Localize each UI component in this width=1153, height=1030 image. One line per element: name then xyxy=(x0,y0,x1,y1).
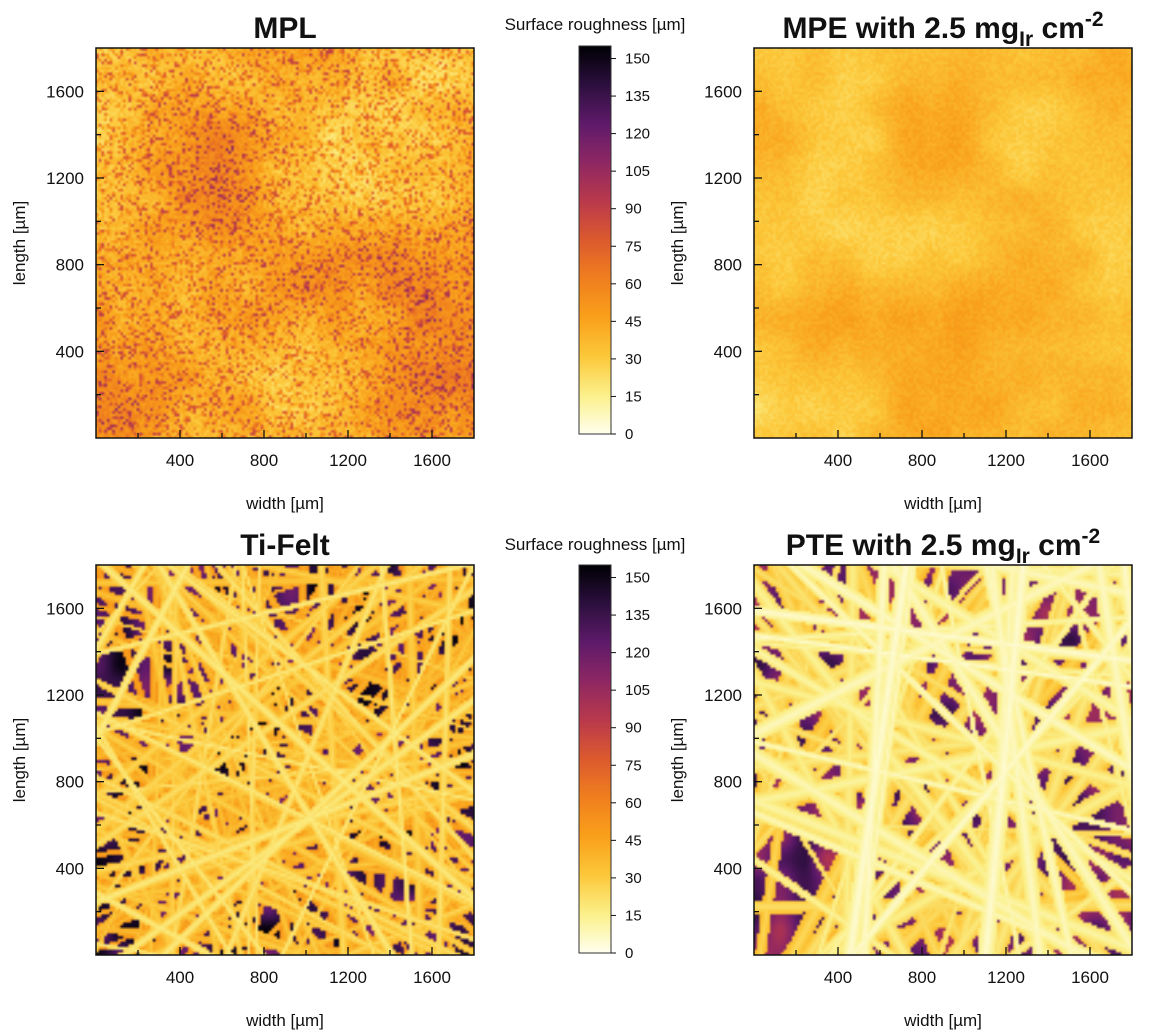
x-tick-label: 800 xyxy=(250,451,278,470)
x-tick-label: 1200 xyxy=(987,968,1025,987)
colorbar-tick-label: 75 xyxy=(625,238,642,255)
x-axis-label: width [µm] xyxy=(245,1011,324,1030)
colorbar-tick-label: 60 xyxy=(625,795,642,812)
colorbar-tick-label: 150 xyxy=(625,51,650,68)
heatmap-image xyxy=(754,565,1132,955)
colorbar-tick-label: 135 xyxy=(625,607,650,624)
x-tick-label: 1600 xyxy=(1071,451,1109,470)
plot-frame xyxy=(95,564,475,956)
y-tick-label: 800 xyxy=(714,773,742,792)
x-tick-label: 800 xyxy=(250,968,278,987)
colorbar-label: Surface roughness [µm] xyxy=(505,535,686,554)
x-tick-label: 1200 xyxy=(329,451,367,470)
x-tick-label: 1600 xyxy=(1071,968,1109,987)
x-axis-label: width [µm] xyxy=(245,494,324,513)
x-tick-label: 800 xyxy=(908,451,936,470)
colorbar-tick-label: 120 xyxy=(625,126,650,143)
colorbar-2: 0 15 30 45 60 75 90 105 120 135 150 Surface roughne… xyxy=(505,535,686,962)
colorbar-1: 0 15 30 45 60 75 90 105 120 135 150 Surface roughne… xyxy=(505,15,686,443)
x-tick-label: 800 xyxy=(908,968,936,987)
plot-frame xyxy=(753,564,1133,956)
colorbar-tick-label: 30 xyxy=(625,870,642,887)
colorbar-tick-label: 135 xyxy=(625,88,650,105)
colorbar-gradient xyxy=(578,564,612,954)
heatmap-image xyxy=(754,48,1132,438)
y-tick-label: 800 xyxy=(56,773,84,792)
colorbar-tick-label: 45 xyxy=(625,313,642,330)
panel-title: Ti-Felt xyxy=(240,529,329,562)
heatmap-image xyxy=(96,48,474,438)
colorbar-label: Surface roughness [µm] xyxy=(505,15,686,34)
colorbar-tick-label: 60 xyxy=(625,276,642,293)
panel-pte: 400 800 1200 1600 400 800 1200 1600 width [µm] le… xyxy=(668,525,1133,1030)
y-tick-label: 400 xyxy=(56,859,84,878)
x-tick-label: 1600 xyxy=(413,451,451,470)
colorbar-tick-label: 150 xyxy=(625,570,650,587)
colorbar-tick-label: 105 xyxy=(625,163,650,180)
panel-mpe: 400 800 1200 1600 400 800 1200 1600 width [µm] le… xyxy=(668,8,1133,513)
x-axis-label: width [µm] xyxy=(903,494,982,513)
panel-title: PTE with 2.5 mgIr cm-2 xyxy=(786,525,1100,568)
y-axis-label: length [µm] xyxy=(668,201,687,285)
panel-title: MPE with 2.5 mgIr cm-2 xyxy=(782,8,1103,51)
x-tick-label: 400 xyxy=(166,968,194,987)
x-tick-label: 1600 xyxy=(413,968,451,987)
colorbar-tick-label: 0 xyxy=(625,945,633,962)
y-tick-label: 1200 xyxy=(704,686,742,705)
y-tick-label: 400 xyxy=(714,342,742,361)
y-tick-label: 1600 xyxy=(704,599,742,618)
plot-frame xyxy=(753,47,1133,439)
colorbar-tick-label: 120 xyxy=(625,645,650,662)
colorbar-tick-label: 90 xyxy=(625,201,642,218)
y-tick-label: 1600 xyxy=(704,82,742,101)
heatmap-image xyxy=(96,565,474,955)
panel-ti-felt: 400 800 1200 1600 400 800 1200 1600 width [µm] le… xyxy=(10,529,475,1030)
panel-title: MPL xyxy=(253,12,316,45)
plot-frame xyxy=(95,47,475,439)
y-tick-label: 800 xyxy=(56,256,84,275)
colorbar-tick-label: 75 xyxy=(625,757,642,774)
colorbar-tick-label: 90 xyxy=(625,720,642,737)
y-axis-label: length [µm] xyxy=(10,718,29,802)
y-tick-label: 1600 xyxy=(46,599,84,618)
x-tick-label: 1200 xyxy=(987,451,1025,470)
y-axis-label: length [µm] xyxy=(10,201,29,285)
x-tick-label: 400 xyxy=(824,968,852,987)
x-tick-label: 400 xyxy=(166,451,194,470)
colorbar-tick-label: 15 xyxy=(625,907,642,924)
x-axis-label: width [µm] xyxy=(903,1011,982,1030)
y-tick-label: 400 xyxy=(56,342,84,361)
colorbar-gradient xyxy=(578,45,612,435)
x-tick-label: 400 xyxy=(824,451,852,470)
y-tick-label: 1200 xyxy=(46,169,84,188)
x-tick-label: 1200 xyxy=(329,968,367,987)
panel-mpl: 400 800 1200 1600 400 800 1200 1600 width [µm] le… xyxy=(10,12,475,513)
y-tick-label: 1200 xyxy=(704,169,742,188)
colorbar-tick-label: 105 xyxy=(625,682,650,699)
y-tick-label: 800 xyxy=(714,256,742,275)
colorbar-tick-label: 15 xyxy=(625,388,642,405)
colorbar-tick-label: 30 xyxy=(625,351,642,368)
colorbar-tick-label: 45 xyxy=(625,832,642,849)
y-tick-label: 1200 xyxy=(46,686,84,705)
y-tick-label: 1600 xyxy=(46,82,84,101)
y-tick-label: 400 xyxy=(714,859,742,878)
y-axis-label: length [µm] xyxy=(668,718,687,802)
colorbar-tick-label: 0 xyxy=(625,426,633,443)
